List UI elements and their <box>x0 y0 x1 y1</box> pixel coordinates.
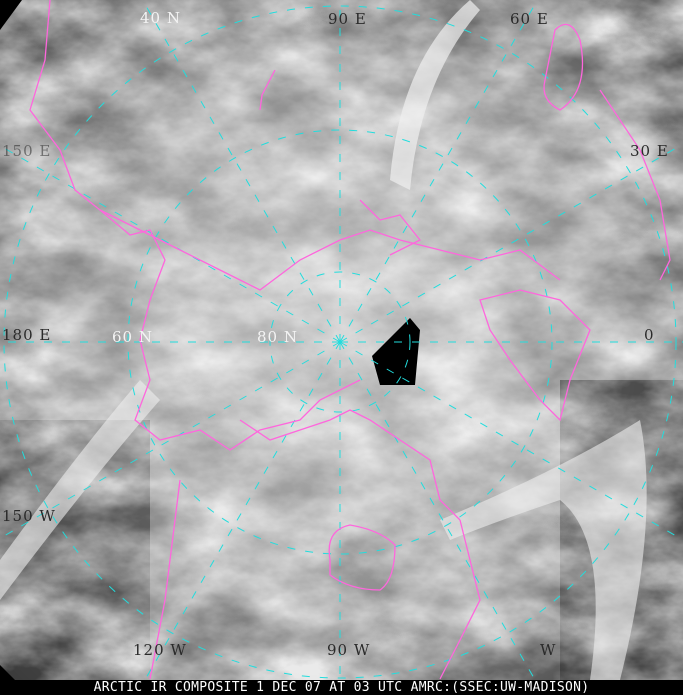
label-80n: 80 N <box>257 328 298 346</box>
coastline-hudson-bay <box>328 524 396 591</box>
label-150w: 150 W <box>2 507 56 525</box>
image-caption: ARCTIC IR COMPOSITE 1 DEC 07 AT 03 UTC A… <box>0 680 683 695</box>
coastline-alaska <box>134 379 361 451</box>
cloud-band-atlantic <box>440 420 647 680</box>
latitude-circle-70 <box>127 129 553 555</box>
coastline-greenland <box>479 289 591 422</box>
label-0: 0 <box>644 326 655 344</box>
label-150e: 150 E <box>2 142 52 160</box>
meridian-line <box>339 143 683 343</box>
meridian-line <box>0 341 341 539</box>
coastline-scandinavia <box>599 89 671 281</box>
label-w: W <box>540 641 557 659</box>
coastline-taymyr <box>359 199 422 256</box>
meridian-line <box>339 341 536 680</box>
label-60n: 60 N <box>112 328 153 346</box>
meridian-line <box>144 341 341 680</box>
meridian-line <box>339 341 683 541</box>
coastlines <box>29 0 671 680</box>
coastline-canada-arctic <box>239 409 461 521</box>
label-40n: 40 N <box>140 9 181 27</box>
label-90w: 90 W <box>327 641 371 659</box>
graticule <box>0 0 683 680</box>
coastline-siberia <box>99 209 561 291</box>
label-30e: 30 E <box>630 142 669 160</box>
cloud-band-pacific <box>0 380 160 600</box>
coastline-labrador <box>439 519 481 680</box>
meridian-line <box>0 145 341 343</box>
corner-mask-tl <box>0 0 22 30</box>
latitude-circle-80 <box>269 271 411 413</box>
latitude-circle-60 <box>3 5 677 679</box>
label-180e: 180 E <box>2 326 52 344</box>
label-120w: 120 W <box>133 641 187 659</box>
label-60e: 60 E <box>510 10 549 28</box>
ir-satellite-image <box>0 0 683 680</box>
no-data-patch <box>372 318 420 385</box>
coastline-kamchatka <box>29 0 166 381</box>
coastline-caspian <box>543 23 584 111</box>
meridian-line <box>339 0 538 343</box>
cloud-band-siberia <box>390 0 480 190</box>
label-90e: 90 E <box>328 10 367 28</box>
coastline-lake-baikal <box>259 69 276 111</box>
corner-mask-bl <box>0 665 15 680</box>
coastline-north-america-west <box>149 479 181 680</box>
meridian-line <box>142 0 341 343</box>
